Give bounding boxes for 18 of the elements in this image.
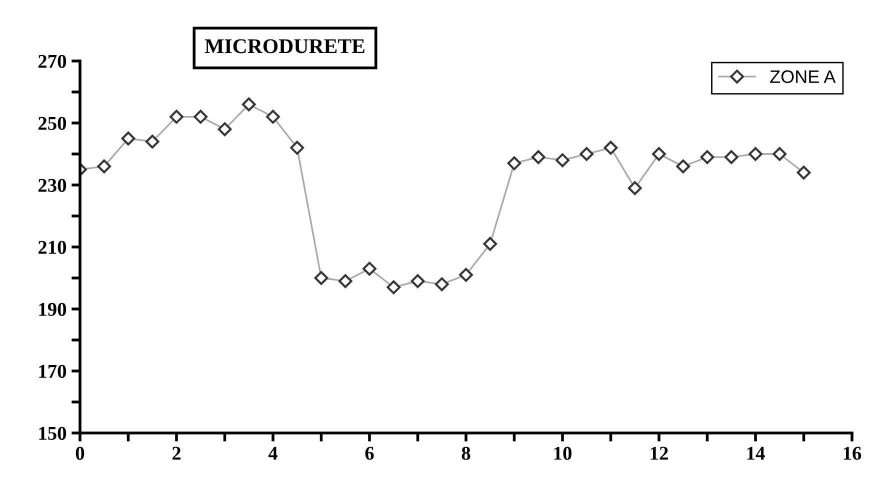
- y-tick-label: 250: [38, 116, 66, 130]
- x-tick-label: 6: [365, 446, 374, 460]
- y-tick-label: 190: [39, 302, 66, 316]
- x-tick-label: 2: [172, 446, 181, 460]
- x-tick-label: 16: [844, 446, 862, 460]
- x-tick-label: 0: [76, 446, 84, 460]
- x-tick-label: 14: [747, 446, 765, 460]
- x-tick-label: 4: [268, 446, 278, 460]
- legend-label: ZONE A: [770, 70, 836, 84]
- y-tick-label: 230: [38, 178, 66, 192]
- y-tick-label: 170: [39, 364, 66, 378]
- x-tick-label: 8: [462, 446, 470, 460]
- chart-title: MICRODURETE: [204, 39, 364, 54]
- y-tick-label: 210: [38, 240, 66, 254]
- x-tick-label: 12: [650, 446, 668, 460]
- y-tick-label: 150: [39, 426, 66, 440]
- x-tick-label: 10: [554, 446, 572, 460]
- y-tick-label: 270: [38, 54, 66, 68]
